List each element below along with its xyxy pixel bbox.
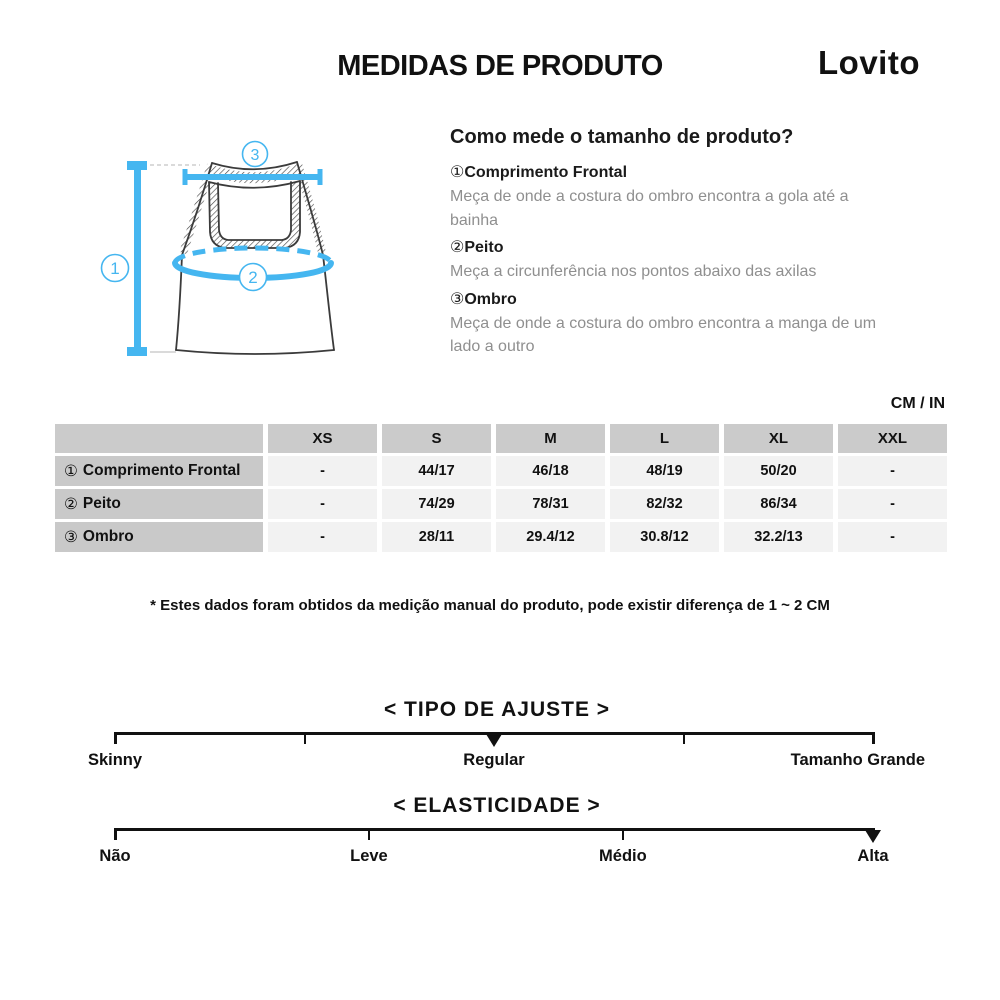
scale-tick [872, 732, 875, 744]
table-row-name: Peito [82, 495, 121, 512]
table-row-number: ① [64, 462, 78, 480]
how-to-item-name: Ombro [464, 290, 517, 308]
table-header-cell: S [382, 424, 491, 453]
badge-2: 2 [248, 268, 257, 287]
table-row-label: ③ Ombro [55, 522, 263, 552]
table-row-number: ② [64, 495, 78, 513]
table-cell: 50/20 [724, 456, 833, 486]
measurement-disclaimer: * Estes dados foram obtidos da medição m… [150, 597, 830, 614]
table-row-label: ② Peito [55, 489, 263, 519]
scale-tick [114, 828, 117, 840]
table-cell: - [268, 522, 377, 552]
table-cell: 32.2/13 [724, 522, 833, 552]
table-cell: 86/34 [724, 489, 833, 519]
how-to-item-number: ① [450, 164, 465, 181]
how-to-item-name: Peito [464, 239, 504, 256]
table-cell: - [838, 456, 947, 486]
scale-tick [682, 732, 685, 744]
table-cell: - [268, 489, 377, 519]
table-cell: 74/29 [382, 489, 491, 519]
how-to-item-name: Comprimento Frontal [464, 164, 628, 181]
table-row-label: ① Comprimento Frontal [55, 456, 263, 486]
elasticity-scale-labels: Não Leve Médio Alta [99, 847, 888, 869]
table-header-cell: XL [724, 424, 833, 453]
table-cell: 28/11 [382, 522, 491, 552]
how-to-items: ①Comprimento Frontal Meça de onde a costu… [450, 161, 890, 359]
table-cell: 78/31 [496, 489, 605, 519]
table-cell: - [268, 456, 377, 486]
table-header-cell: XS [268, 424, 377, 453]
scale-label: Não [99, 847, 131, 865]
table-header-cell: L [610, 424, 719, 453]
how-to-item-label: ①Comprimento Frontal [450, 161, 890, 185]
brand-logo: Lovito [818, 44, 920, 81]
table-row-number: ③ [64, 528, 78, 546]
table-cell: 46/18 [496, 456, 605, 486]
fit-scale-labels: Skinny Regular Tamanho Grande [88, 751, 925, 773]
badge-1: 1 [110, 259, 119, 278]
scale-tick [303, 732, 306, 744]
scale-label: Leve [350, 847, 388, 865]
table-header-cell: M [496, 424, 605, 453]
table-corner-cell [55, 424, 263, 453]
scale-label: Skinny [87, 751, 143, 769]
table-header-cell: XXL [838, 424, 947, 453]
page-title: MEDIDAS DE PRODUTO [337, 50, 663, 82]
how-to-title: Como mede o tamanho de produto? [450, 126, 794, 148]
how-to-item-desc: Meça de onde a costura do ombro encontra… [450, 314, 877, 356]
units-label: CM / IN [890, 395, 945, 412]
table-row-name: Comprimento Frontal [82, 462, 241, 479]
badge-3: 3 [251, 147, 260, 164]
table-cell: 44/17 [382, 456, 491, 486]
scale-label: Médio [599, 847, 647, 865]
fit-scale-line [114, 732, 875, 747]
garment-measure-diagram: 1 2 3 [100, 140, 335, 356]
scale-tick [621, 828, 625, 840]
how-to-item-label: ③Ombro [450, 288, 890, 312]
size-chart-table: XS S M L XL XXL ① Comprimento Frontal -44/17 46/1… [55, 424, 947, 552]
table-cell: 30.8/12 [610, 522, 719, 552]
scale-marker-icon [865, 830, 881, 843]
how-to-item-number: ② [450, 239, 465, 256]
scale-tick [367, 828, 371, 840]
scale-label: Regular [463, 751, 525, 769]
table-cell: 82/32 [610, 489, 719, 519]
fit-scale-title: < TIPO DE AJUSTE > [383, 698, 611, 721]
scale-label: Alta [857, 847, 889, 865]
elasticity-scale-line [114, 828, 881, 843]
scale-tick [114, 732, 117, 744]
elasticity-scale-title: < ELASTICIDADE > [393, 794, 601, 817]
how-to-item-number: ③ [450, 290, 465, 308]
measure-badges: 1 2 3 [100, 140, 269, 292]
table-cell: 48/19 [610, 456, 719, 486]
how-to-item-desc: Meça de onde a costura do ombro encontra… [450, 188, 849, 229]
table-row-name: Ombro [82, 528, 134, 545]
how-to-item-desc: Meça a circunferência nos pontos abaixo … [450, 263, 817, 280]
table-cell: - [838, 489, 947, 519]
table-cell: 29.4/12 [496, 522, 605, 552]
how-to-measure-section: Como mede o tamanho de produto? ①Comprim… [450, 126, 890, 359]
scale-marker-icon [486, 734, 502, 747]
table-cell: - [838, 522, 947, 552]
tank-top-outline [175, 161, 335, 355]
scale-label: Tamanho Grande [790, 751, 926, 769]
helper-lines [150, 164, 200, 353]
how-to-item-label: ②Peito [450, 236, 890, 260]
